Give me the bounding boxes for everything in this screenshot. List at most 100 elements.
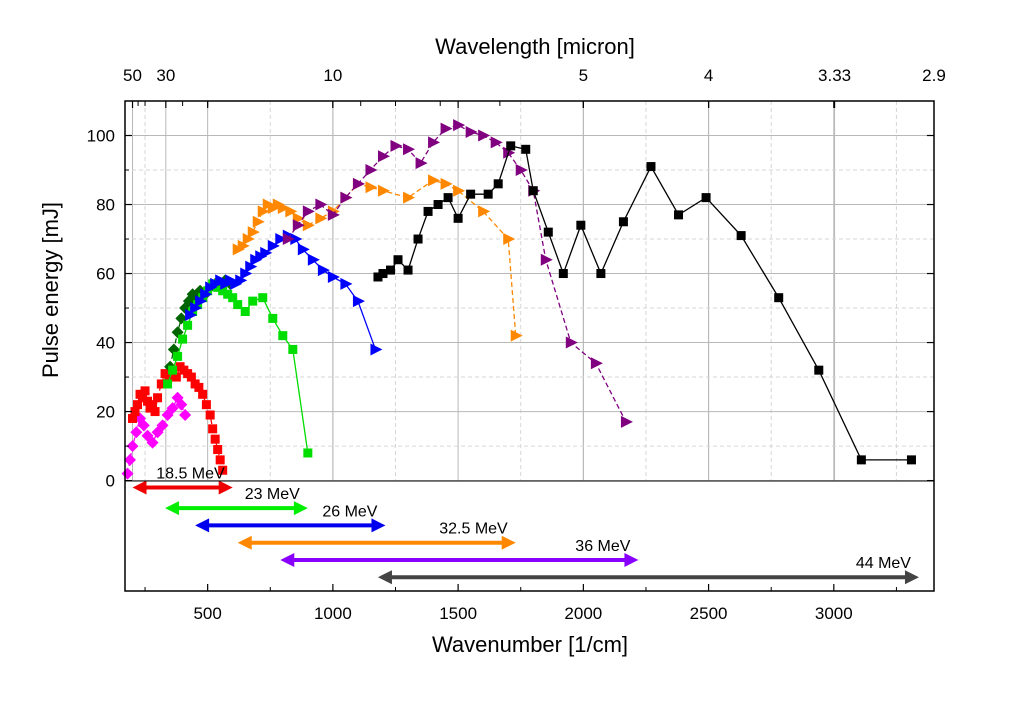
data-point <box>124 453 137 466</box>
data-point <box>315 198 328 211</box>
data-point <box>288 344 298 354</box>
data-point <box>701 193 711 203</box>
data-point <box>140 386 150 396</box>
data-point <box>736 231 746 241</box>
data-point <box>275 233 288 246</box>
data-point <box>576 220 586 230</box>
data-point <box>814 365 824 375</box>
series <box>373 141 916 465</box>
data-point <box>185 308 198 321</box>
range-label: 36 MeV <box>575 538 630 555</box>
data-point <box>156 419 169 432</box>
data-point <box>163 379 173 389</box>
data-point <box>466 189 476 199</box>
plot-background <box>125 101 934 591</box>
data-point <box>223 289 233 299</box>
data-point <box>302 219 315 232</box>
x-axis-title: Wavenumber [1/cm] <box>432 632 628 657</box>
data-point <box>146 436 159 449</box>
data-point <box>186 372 196 382</box>
y-tick-label: 40 <box>96 334 115 353</box>
data-point <box>133 400 143 410</box>
range-arrow-left <box>377 570 392 585</box>
data-point <box>340 191 353 204</box>
data-point <box>340 277 353 290</box>
data-point <box>248 296 258 306</box>
data-point <box>156 379 166 389</box>
data-point <box>278 331 288 341</box>
data-point <box>164 372 174 382</box>
energy-range: 26 MeV <box>195 503 386 533</box>
data-point <box>352 177 365 190</box>
data-point <box>352 295 365 308</box>
data-point <box>483 189 493 199</box>
data-point <box>297 243 310 256</box>
data-point <box>267 239 280 252</box>
series <box>185 229 383 356</box>
range-arrow-left <box>132 480 147 495</box>
data-point <box>190 302 203 315</box>
data-point <box>148 400 158 410</box>
data-point <box>856 455 866 465</box>
data-point <box>213 282 223 292</box>
data-point <box>171 372 181 382</box>
data-point <box>235 274 248 287</box>
data-point <box>620 415 633 428</box>
data-point <box>175 398 188 411</box>
y-axis-title: Pulse energy [mJ] <box>38 202 63 378</box>
range-arrow-left <box>237 535 252 550</box>
range-arrow-right <box>904 570 919 585</box>
range-arrow-left <box>165 501 180 516</box>
data-point <box>218 465 228 475</box>
x-tick-label: 2500 <box>690 604 728 623</box>
data-point <box>201 400 211 410</box>
data-point <box>252 215 265 228</box>
data-point <box>317 264 330 277</box>
data-point <box>194 382 204 392</box>
data-point <box>558 269 568 279</box>
data-point <box>302 205 315 218</box>
data-point <box>478 129 491 142</box>
data-point <box>277 201 290 214</box>
data-point <box>282 233 295 246</box>
data-point <box>130 407 140 417</box>
data-point <box>290 233 303 246</box>
data-point <box>415 157 428 170</box>
data-point <box>443 193 453 203</box>
data-point <box>433 200 443 210</box>
x-tick-label: 1500 <box>439 604 477 623</box>
range-label: 26 MeV <box>322 503 377 520</box>
data-point <box>240 306 250 316</box>
data-point <box>428 136 441 149</box>
data-point <box>210 434 220 444</box>
range-label: 23 MeV <box>245 486 300 503</box>
range-arrow-left <box>280 552 295 567</box>
data-point <box>373 272 383 282</box>
y-tick-label: 100 <box>87 127 115 146</box>
data-point <box>237 239 250 252</box>
data-point <box>370 343 383 356</box>
data-point <box>183 320 193 330</box>
data-point <box>478 205 491 218</box>
data-point <box>242 233 255 246</box>
data-point <box>198 389 208 399</box>
range-arrow-right <box>218 480 233 495</box>
data-point <box>413 234 423 244</box>
data-point <box>126 440 139 453</box>
data-point <box>233 300 243 310</box>
data-point <box>166 402 179 415</box>
data-point <box>327 208 340 221</box>
data-point <box>521 144 531 154</box>
data-point <box>377 184 390 197</box>
data-point <box>453 119 466 132</box>
data-point <box>200 288 213 301</box>
data-point <box>465 126 478 139</box>
energy-range: 23 MeV <box>165 486 308 516</box>
data-point <box>307 253 320 266</box>
energy-range: 44 MeV <box>377 555 919 585</box>
data-point <box>137 419 150 432</box>
x-tick-label: 500 <box>193 604 221 623</box>
series-layer <box>121 119 916 480</box>
data-point <box>453 213 463 223</box>
data-point <box>218 286 228 296</box>
